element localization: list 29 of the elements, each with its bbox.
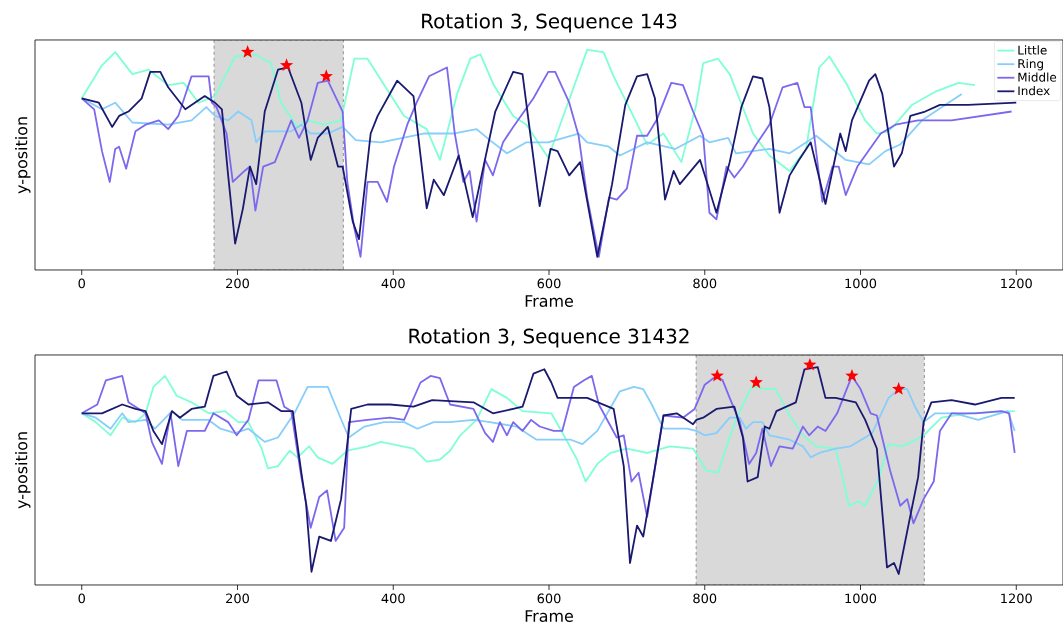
x-tick-label: 400: [381, 278, 405, 289]
x-axis-title: Frame: [525, 610, 573, 622]
x-tick-label: 200: [226, 593, 249, 604]
y-axis-title: y-position: [15, 432, 31, 509]
x-tick-label: 200: [226, 278, 249, 289]
point: [710, 368, 724, 382]
point: [803, 357, 817, 371]
legend-label: Ring: [1018, 58, 1043, 71]
legend-label: Little: [1018, 45, 1047, 55]
x-axis-title: Frame: [525, 295, 573, 307]
x-tick-label: 1000: [845, 278, 877, 289]
y-axis-title: y-position: [15, 117, 31, 194]
x-tick-label: 400: [381, 593, 405, 604]
x-tick-label: 1000: [845, 593, 877, 604]
x-tick-label: 600: [537, 278, 561, 289]
x-tick-label: 1200: [1001, 278, 1032, 289]
chart-title: Rotation 3, Sequence 143: [422, 13, 677, 33]
chart-title: Rotation 3, Sequence 31432: [409, 328, 689, 348]
point: [749, 375, 763, 389]
x-tick-label: 0: [78, 593, 85, 604]
x-tick-label: 800: [693, 593, 717, 604]
point: [845, 368, 859, 382]
x-tick-label: 600: [537, 593, 561, 604]
x-tick-label: 800: [693, 278, 717, 289]
legend-label: Middle: [1018, 72, 1057, 82]
point: [892, 382, 906, 395]
x-tick-label: 0: [78, 278, 85, 289]
legend-label: Index: [1018, 86, 1050, 96]
x-tick-label: 1200: [1001, 593, 1032, 604]
